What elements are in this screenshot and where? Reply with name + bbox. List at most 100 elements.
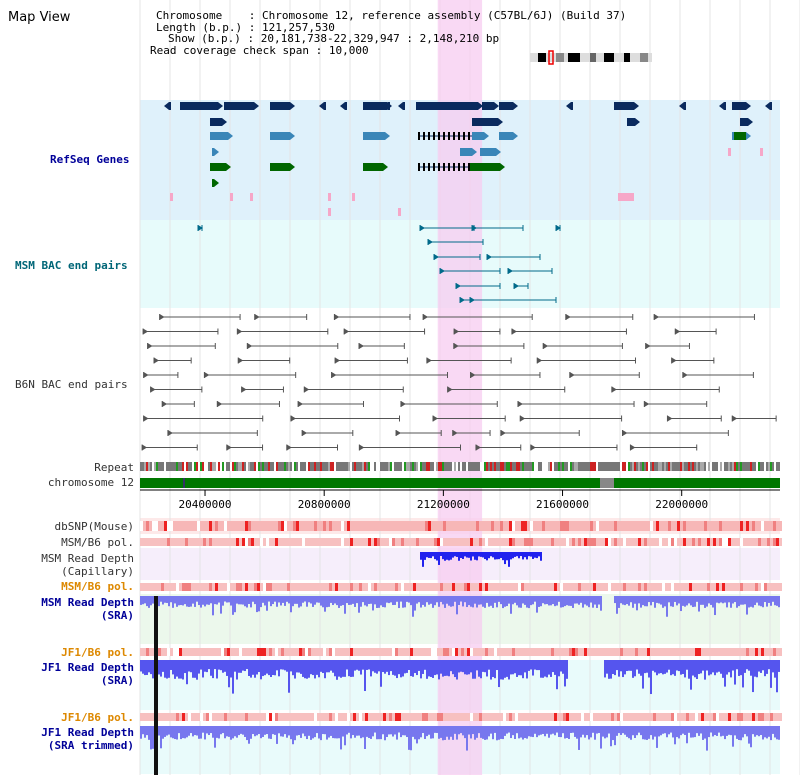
polymorphism-cell: [362, 538, 365, 546]
track-label-chromosome[interactable]: chromosome 12: [47, 476, 134, 489]
polymorphism-cell: [359, 713, 362, 721]
b6n-bac-pair: [161, 401, 195, 407]
polymorphism-cell: [491, 538, 494, 546]
depth-bar: [638, 726, 640, 733]
polymorphism-cell: [758, 648, 761, 656]
repeat-segment: [342, 462, 344, 471]
polymorphism-cell: [218, 713, 221, 721]
repeat-segment: [716, 462, 718, 471]
depth-bar: [772, 726, 774, 734]
depth-bar: [538, 596, 540, 607]
depth-bar: [278, 596, 280, 603]
depth-bar: [196, 596, 198, 602]
gene-body: [499, 132, 513, 140]
depth-bar: [494, 660, 496, 679]
polymorphism-cell: [236, 538, 239, 546]
polymorphism-cell: [764, 521, 767, 531]
track-label-jf1-pol-2[interactable]: JF1/B6 pol.: [61, 711, 134, 724]
depth-bar: [744, 726, 746, 735]
polymorphism-cell: [443, 521, 446, 531]
repeat-segment: [372, 462, 374, 471]
coverage-value: 10,000: [328, 43, 369, 57]
polymorphism-cell: [539, 583, 542, 591]
depth-bar: [740, 596, 742, 605]
b6n-bac-pair: [159, 314, 241, 320]
depth-bar: [174, 726, 176, 740]
polymorphism-cell: [746, 538, 749, 546]
repeat-segment: [402, 462, 404, 471]
depth-bar: [246, 660, 248, 670]
polymorphism-cell: [140, 521, 143, 531]
repeat-segment: [224, 462, 226, 471]
depth-bar: [242, 596, 244, 605]
polymorphism-cell: [206, 521, 209, 531]
polymorphism-cell: [413, 583, 416, 591]
depth-bar: [308, 596, 310, 603]
track-label-refseq[interactable]: RefSeq Genes: [50, 153, 130, 166]
depth-bar: [494, 726, 496, 733]
track-label-msm-bac[interactable]: MSM BAC end pairs: [15, 259, 128, 272]
depth-bar: [650, 596, 652, 606]
depth-bar: [318, 660, 320, 678]
polymorphism-cell: [773, 521, 776, 531]
track-label-msm-pol-2[interactable]: MSM/B6 pol.: [61, 580, 134, 593]
depth-bar: [200, 596, 202, 608]
depth-bar: [724, 596, 726, 603]
polymorphism-cell: [515, 538, 518, 546]
polymorphism-cell: [167, 521, 170, 531]
polymorphism-cell: [341, 648, 344, 656]
polymorphism-cell: [314, 538, 317, 546]
polymorphism-cell: [701, 648, 704, 656]
polymorphism-cell: [743, 538, 746, 546]
track-label-msm-depth-cap-1[interactable]: MSM Read Depth: [41, 552, 134, 565]
depth-bar: [378, 596, 380, 608]
depth-bar: [486, 660, 488, 677]
polymorphism-cell: [425, 713, 428, 721]
track-label-repeat[interactable]: Repeat: [94, 461, 134, 474]
track-label-msm-depth-sra-1[interactable]: MSM Read Depth: [41, 596, 134, 609]
repeat-segment: [710, 462, 712, 471]
repeat-segment: [534, 462, 536, 471]
track-label-jf1-depth-sra-1[interactable]: JF1 Read Depth: [41, 661, 134, 674]
polymorphism-cell: [197, 538, 200, 546]
repeat-segment: [448, 462, 450, 471]
repeat-segment: [574, 462, 576, 471]
depth-bar: [292, 596, 294, 607]
b6n-bac-pair: [611, 386, 720, 393]
depth-bar: [676, 726, 678, 738]
depth-bar: [494, 596, 496, 603]
depth-bar: [596, 726, 598, 734]
polymorphism-cell: [719, 713, 722, 721]
track-label-jf1-depth-trim-1[interactable]: JF1 Read Depth: [41, 726, 134, 739]
depth-bar: [688, 596, 690, 604]
repeat-segment: [692, 462, 694, 471]
gene-body: [460, 148, 472, 156]
depth-bar: [696, 596, 698, 602]
track-label-b6n-bac[interactable]: B6N BAC end pairs: [15, 378, 128, 391]
polymorphism-cell: [719, 521, 722, 531]
depth-bar: [536, 552, 538, 559]
polymorphism-cell: [296, 538, 299, 546]
repeat-segment: [510, 462, 512, 471]
repeat-segment: [386, 462, 388, 471]
track-label-jf1-pol-1[interactable]: JF1/B6 pol.: [61, 646, 134, 659]
msm-bac-pair: [439, 268, 501, 274]
polymorphism-cell: [671, 648, 674, 656]
polymorphism-cell: [440, 713, 443, 721]
polymorphism-cell: [176, 713, 179, 721]
gene-arrow: [340, 102, 345, 110]
track-label-msm-pol-1[interactable]: MSM/B6 pol.: [61, 536, 134, 549]
depth-bar: [546, 726, 548, 734]
polymorphism-cell: [683, 521, 686, 531]
depth-bar: [480, 660, 482, 679]
polymorphism-cell: [626, 713, 629, 721]
polymorphism-cell: [230, 538, 233, 546]
b6n-bac-pair: [141, 444, 198, 451]
depth-bar: [162, 660, 164, 672]
depth-bar: [208, 660, 210, 670]
polymorphism-cell: [260, 521, 263, 531]
bac-end-arrow: [143, 328, 149, 335]
depth-bar: [682, 660, 684, 675]
track-label-dbsnp[interactable]: dbSNP(Mouse): [54, 520, 134, 533]
